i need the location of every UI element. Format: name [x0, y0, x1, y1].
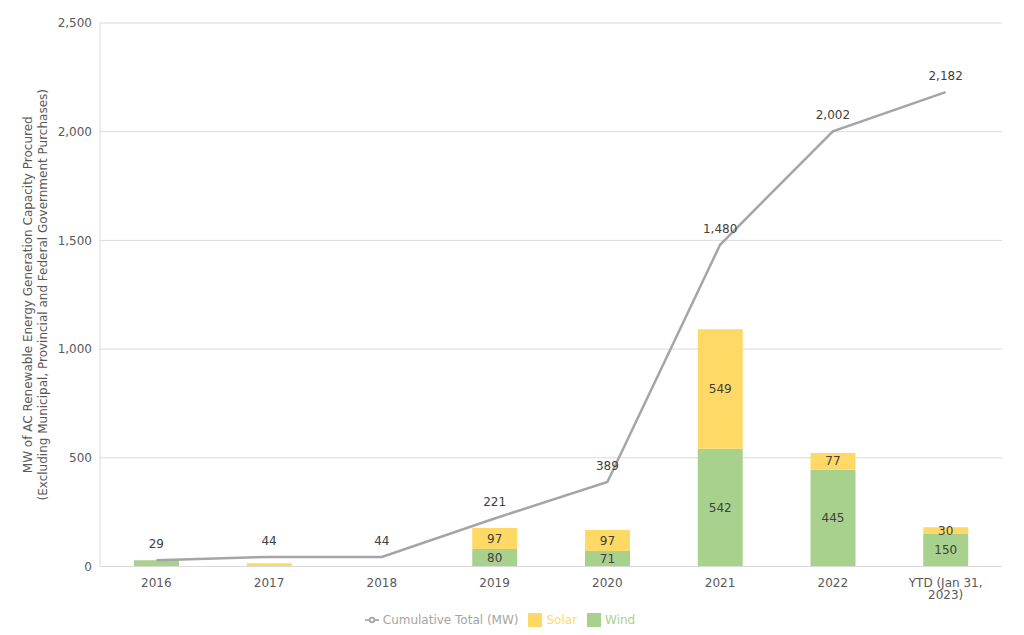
- svg-text:YTD (Jan 31,2023): YTD (Jan 31,2023): [908, 576, 983, 602]
- svg-text:44: 44: [261, 534, 276, 548]
- svg-text:0: 0: [84, 560, 92, 574]
- svg-text:2020: 2020: [592, 576, 623, 590]
- svg-text:542: 542: [709, 501, 732, 515]
- svg-text:1,000: 1,000: [58, 342, 92, 356]
- svg-text:1,500: 1,500: [58, 234, 92, 248]
- svg-text:2019: 2019: [479, 576, 510, 590]
- svg-text:150: 150: [934, 543, 957, 557]
- svg-text:29: 29: [149, 537, 164, 551]
- svg-text:2017: 2017: [254, 576, 285, 590]
- svg-text:445: 445: [822, 511, 845, 525]
- svg-text:549: 549: [709, 382, 732, 396]
- svg-text:2,182: 2,182: [928, 69, 962, 83]
- svg-text:500: 500: [69, 451, 92, 465]
- svg-text:2,000: 2,000: [58, 125, 92, 139]
- svg-text:2,500: 2,500: [58, 16, 92, 30]
- svg-text:389: 389: [596, 459, 619, 473]
- svg-text:30: 30: [938, 524, 953, 538]
- svg-text:2,002: 2,002: [816, 108, 850, 122]
- svg-text:2021: 2021: [705, 576, 736, 590]
- svg-text:2016: 2016: [141, 576, 172, 590]
- html-text:Solar: Solar: [546, 612, 578, 627]
- svg-text:71: 71: [600, 552, 615, 566]
- svg-text:221: 221: [483, 495, 506, 509]
- svg-text:77: 77: [825, 454, 840, 468]
- svg-text:1,480: 1,480: [703, 222, 737, 236]
- html-text:Wind: Wind: [605, 612, 636, 627]
- svg-text:2022: 2022: [818, 576, 849, 590]
- svg-text:97: 97: [600, 534, 615, 548]
- svg-text:2018: 2018: [367, 576, 398, 590]
- svg-text:44: 44: [374, 534, 389, 548]
- html-text:Cumulative Total (MW): Cumulative Total (MW): [382, 612, 519, 627]
- svg-text:97: 97: [487, 532, 502, 546]
- svg-text:MW of AC Renewable Energy Gene: MW of AC Renewable Energy Generation Cap…: [21, 89, 50, 501]
- svg-text:80: 80: [487, 551, 502, 565]
